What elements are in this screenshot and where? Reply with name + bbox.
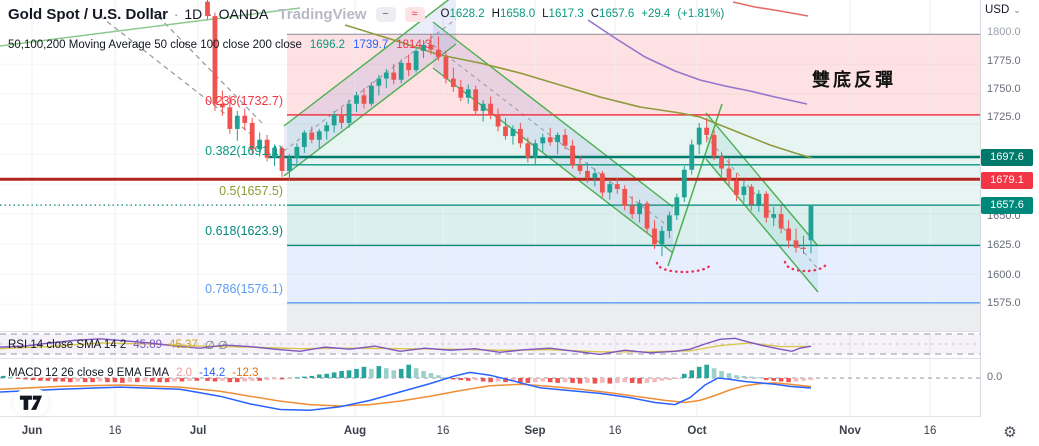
ma-legend[interactable]: 50,100,200 Moving Average 50 close 100 c… xyxy=(8,37,431,52)
tradingview-logo[interactable] xyxy=(13,389,49,416)
time-tick: 16 xyxy=(436,425,450,437)
macd-legend[interactable]: MACD 12 26 close 9 EMA EMA 2.0 -14.2 -12… xyxy=(8,367,259,379)
hide-indicator-icon[interactable]: − xyxy=(375,6,396,22)
ma200-value: 1814.3 xyxy=(396,38,432,51)
high-value: 1658.0 xyxy=(499,8,536,20)
settings-gear-cell[interactable]: ⚙ xyxy=(981,417,1039,446)
macd-signal-value: -12.3 xyxy=(232,367,259,379)
separator-dot: · xyxy=(174,6,179,22)
wave-indicator-icon[interactable]: ≈ xyxy=(404,6,425,22)
symbol-legend[interactable]: Gold Spot / U.S. Dollar · 1D · OANDA Tra… xyxy=(8,4,724,24)
price-tick: 1750.0 xyxy=(987,83,1021,95)
price-badge: 1697.6 xyxy=(981,148,1033,166)
rsi-label: RSI 14 close SMA 14 2 xyxy=(8,339,127,351)
currency-label: USD xyxy=(985,4,1010,16)
fib-level-label: 0.382(1691.1) xyxy=(205,143,283,158)
panel-separator[interactable] xyxy=(0,358,1039,359)
price-axis-separator xyxy=(980,0,981,446)
time-tick: Jul xyxy=(189,425,207,437)
price-badge: 1657.6 xyxy=(981,196,1033,214)
close-value: 1657.6 xyxy=(599,8,635,20)
price-tick: 1600.0 xyxy=(987,269,1021,281)
time-tick: Oct xyxy=(687,425,707,437)
ma100-value: 1739.7 xyxy=(353,38,389,51)
time-tick: Jun xyxy=(21,425,43,437)
ohlc-readout: O1628.2 H1658.0 L1617.3 C1657.6 +29.4 (+… xyxy=(441,8,725,20)
macd-hist-value: 2.0 xyxy=(176,367,193,379)
timeframe[interactable]: 1D xyxy=(184,6,203,22)
chevron-down-icon: ⌄ xyxy=(1013,4,1021,15)
fib-level-label: 0.786(1576.1) xyxy=(205,281,283,296)
price-tick: 1625.0 xyxy=(987,239,1021,251)
axis-separator xyxy=(0,416,1039,417)
close-label: C xyxy=(590,8,600,20)
double-bottom-annotation: 雙底反彈 xyxy=(812,70,896,90)
macd-value: -14.2 xyxy=(199,367,226,379)
price-tick: 0.0 xyxy=(987,371,1003,383)
ma50-value: 1696.2 xyxy=(309,38,346,51)
rsi-bands-value: ∅ ∅ xyxy=(204,340,229,352)
fib-level-label: 0.236(1732.7) xyxy=(205,93,283,108)
time-tick: Sep xyxy=(524,425,546,437)
currency-selector[interactable]: USD ⌄ xyxy=(985,4,1021,16)
rsi-legend[interactable]: RSI 14 close SMA 14 2 45.89 45.37 ∅ ∅ xyxy=(8,338,228,352)
fib-level-label: 0.618(1623.9) xyxy=(205,224,283,239)
price-tick: 1800.0 xyxy=(987,26,1021,38)
change-value: +29.4 xyxy=(641,8,671,20)
exchange-name: OANDA xyxy=(218,6,269,22)
open-value: 1628.2 xyxy=(449,8,485,20)
price-tick: 1725.0 xyxy=(987,111,1021,123)
time-tick: 16 xyxy=(108,425,122,437)
tradingview-watermark: TradingView xyxy=(278,5,367,23)
low-label: L xyxy=(542,8,549,20)
symbol-name[interactable]: Gold Spot / U.S. Dollar xyxy=(8,5,169,23)
rsi-sma-value: 45.37 xyxy=(169,339,198,351)
fib-level-label: 0.5(1657.5) xyxy=(219,184,283,199)
ma-legend-label: 50,100,200 Moving Average 50 close 100 c… xyxy=(8,38,302,51)
macd-label: MACD 12 26 close 9 EMA EMA xyxy=(8,367,170,379)
gear-icon[interactable]: ⚙ xyxy=(1003,423,1017,441)
price-tick: 1575.0 xyxy=(987,297,1021,309)
high-label: H xyxy=(491,8,500,20)
time-tick: 16 xyxy=(923,425,937,437)
separator-dot: · xyxy=(208,6,213,22)
tradingview-logo-mark xyxy=(19,395,43,410)
rsi-value: 45.89 xyxy=(133,339,163,351)
open-label: O xyxy=(440,8,450,20)
panel-separator[interactable] xyxy=(0,331,1039,332)
change-percent: (+1.81%) xyxy=(677,8,725,20)
low-value: 1617.3 xyxy=(548,8,584,20)
price-badge: 1679.1 xyxy=(981,171,1033,189)
time-tick: Aug xyxy=(343,425,367,437)
time-tick: 16 xyxy=(608,425,622,437)
time-tick: Nov xyxy=(839,425,861,437)
price-tick: 1775.0 xyxy=(987,55,1021,67)
price-chart-canvas[interactable] xyxy=(0,0,980,417)
time-axis[interactable]: Jun 16 Jul Aug 16 Sep 16 Oct Nov 16 xyxy=(0,417,1039,446)
price-axis[interactable]: USD ⌄ 1800.0 1775.0 1750.0 1725.0 1650.0 1625… xyxy=(981,0,1039,417)
